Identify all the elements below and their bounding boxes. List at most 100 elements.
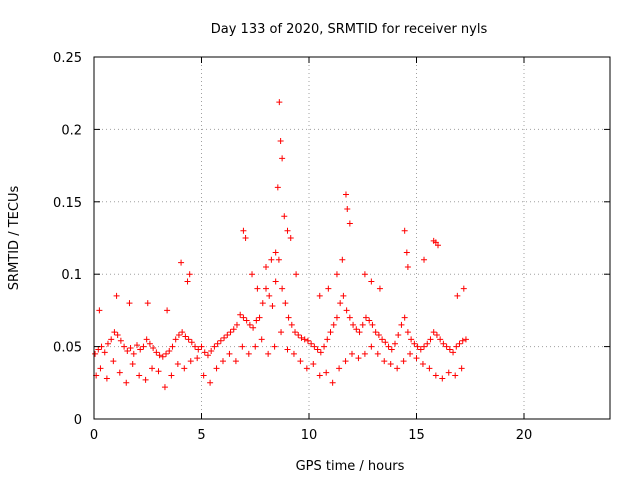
data-point xyxy=(146,340,153,347)
data-point xyxy=(192,343,199,350)
data-point xyxy=(256,314,263,321)
data-point xyxy=(217,337,224,344)
data-point xyxy=(440,340,447,347)
data-point xyxy=(454,292,461,299)
data-point xyxy=(298,334,305,341)
y-tick-label: 0 xyxy=(74,413,82,428)
data-point xyxy=(240,314,247,321)
data-point xyxy=(361,350,368,357)
data-point xyxy=(321,343,328,350)
data-point xyxy=(239,343,246,350)
data-point xyxy=(159,353,166,360)
data-point xyxy=(329,379,336,386)
data-point xyxy=(439,375,446,382)
data-point xyxy=(108,336,115,343)
data-point xyxy=(278,329,285,336)
data-point xyxy=(110,358,117,365)
data-point xyxy=(325,285,332,292)
data-point xyxy=(96,307,103,314)
y-tick-label: 0.25 xyxy=(53,51,82,66)
data-point xyxy=(350,321,357,328)
data-point xyxy=(227,329,234,336)
data-point xyxy=(271,343,278,350)
data-point xyxy=(413,355,420,362)
data-point xyxy=(201,349,208,356)
data-point xyxy=(453,343,460,350)
x-tick-label: 15 xyxy=(408,428,425,443)
data-point xyxy=(284,227,291,234)
data-point xyxy=(258,336,265,343)
data-point xyxy=(340,292,347,299)
data-point xyxy=(187,358,194,365)
data-point xyxy=(121,343,128,350)
data-point xyxy=(330,321,337,328)
data-point xyxy=(381,358,388,365)
data-point xyxy=(311,343,318,350)
data-point xyxy=(169,343,176,350)
data-point xyxy=(213,365,220,372)
data-point xyxy=(253,317,260,324)
data-point xyxy=(458,365,465,372)
data-point xyxy=(140,343,147,350)
data-point xyxy=(263,285,269,292)
data-point xyxy=(333,271,340,278)
data-point xyxy=(149,365,156,372)
data-point xyxy=(346,220,353,227)
data-point xyxy=(246,321,253,328)
data-point xyxy=(143,336,150,343)
data-point xyxy=(127,345,134,352)
data-point xyxy=(372,329,379,336)
data-point xyxy=(92,350,99,357)
data-point xyxy=(446,346,453,353)
y-tick-label: 0.2 xyxy=(61,123,82,138)
data-point xyxy=(242,235,249,241)
data-point xyxy=(204,352,211,359)
data-point xyxy=(114,332,121,339)
data-point xyxy=(327,329,334,336)
data-point xyxy=(316,292,323,299)
data-point xyxy=(385,343,392,350)
data-point xyxy=(230,326,237,333)
data-point xyxy=(195,346,202,353)
data-point xyxy=(136,372,143,379)
data-point xyxy=(126,300,133,307)
data-point xyxy=(164,307,171,314)
data-point xyxy=(362,314,369,321)
x-tick-label: 10 xyxy=(301,428,318,443)
axis-ticks: 0 5 10 15 20 0 0.05 0.1 0.15 0.2 0.25 xyxy=(53,51,610,443)
data-point xyxy=(95,346,102,353)
data-point xyxy=(134,342,140,349)
data-point xyxy=(314,346,321,353)
data-point xyxy=(181,365,188,372)
data-point xyxy=(240,227,247,234)
data-point xyxy=(276,99,283,106)
data-point xyxy=(382,339,389,346)
data-point xyxy=(339,256,346,263)
grid-lines xyxy=(94,57,610,419)
y-tick-label: 0.05 xyxy=(53,341,82,356)
data-points xyxy=(92,99,469,391)
data-point xyxy=(342,358,349,365)
x-axis-label: GPS time / hours xyxy=(296,459,405,474)
data-point xyxy=(459,337,466,344)
x-tick-label: 20 xyxy=(516,428,533,443)
data-point xyxy=(295,332,302,339)
data-point xyxy=(269,303,276,310)
data-point xyxy=(301,336,308,343)
data-point xyxy=(445,369,452,376)
data-point xyxy=(316,372,323,379)
data-point xyxy=(214,340,221,347)
data-point xyxy=(266,292,273,299)
data-point xyxy=(414,343,421,350)
data-point xyxy=(111,329,118,336)
data-point xyxy=(398,321,405,328)
data-point xyxy=(456,340,463,347)
data-point xyxy=(237,311,244,318)
data-point xyxy=(450,349,457,356)
data-point xyxy=(368,278,375,285)
data-point xyxy=(263,263,269,270)
data-point xyxy=(288,321,295,328)
y-tick-label: 0.1 xyxy=(61,268,82,283)
data-point xyxy=(226,350,233,357)
data-point xyxy=(194,355,201,362)
